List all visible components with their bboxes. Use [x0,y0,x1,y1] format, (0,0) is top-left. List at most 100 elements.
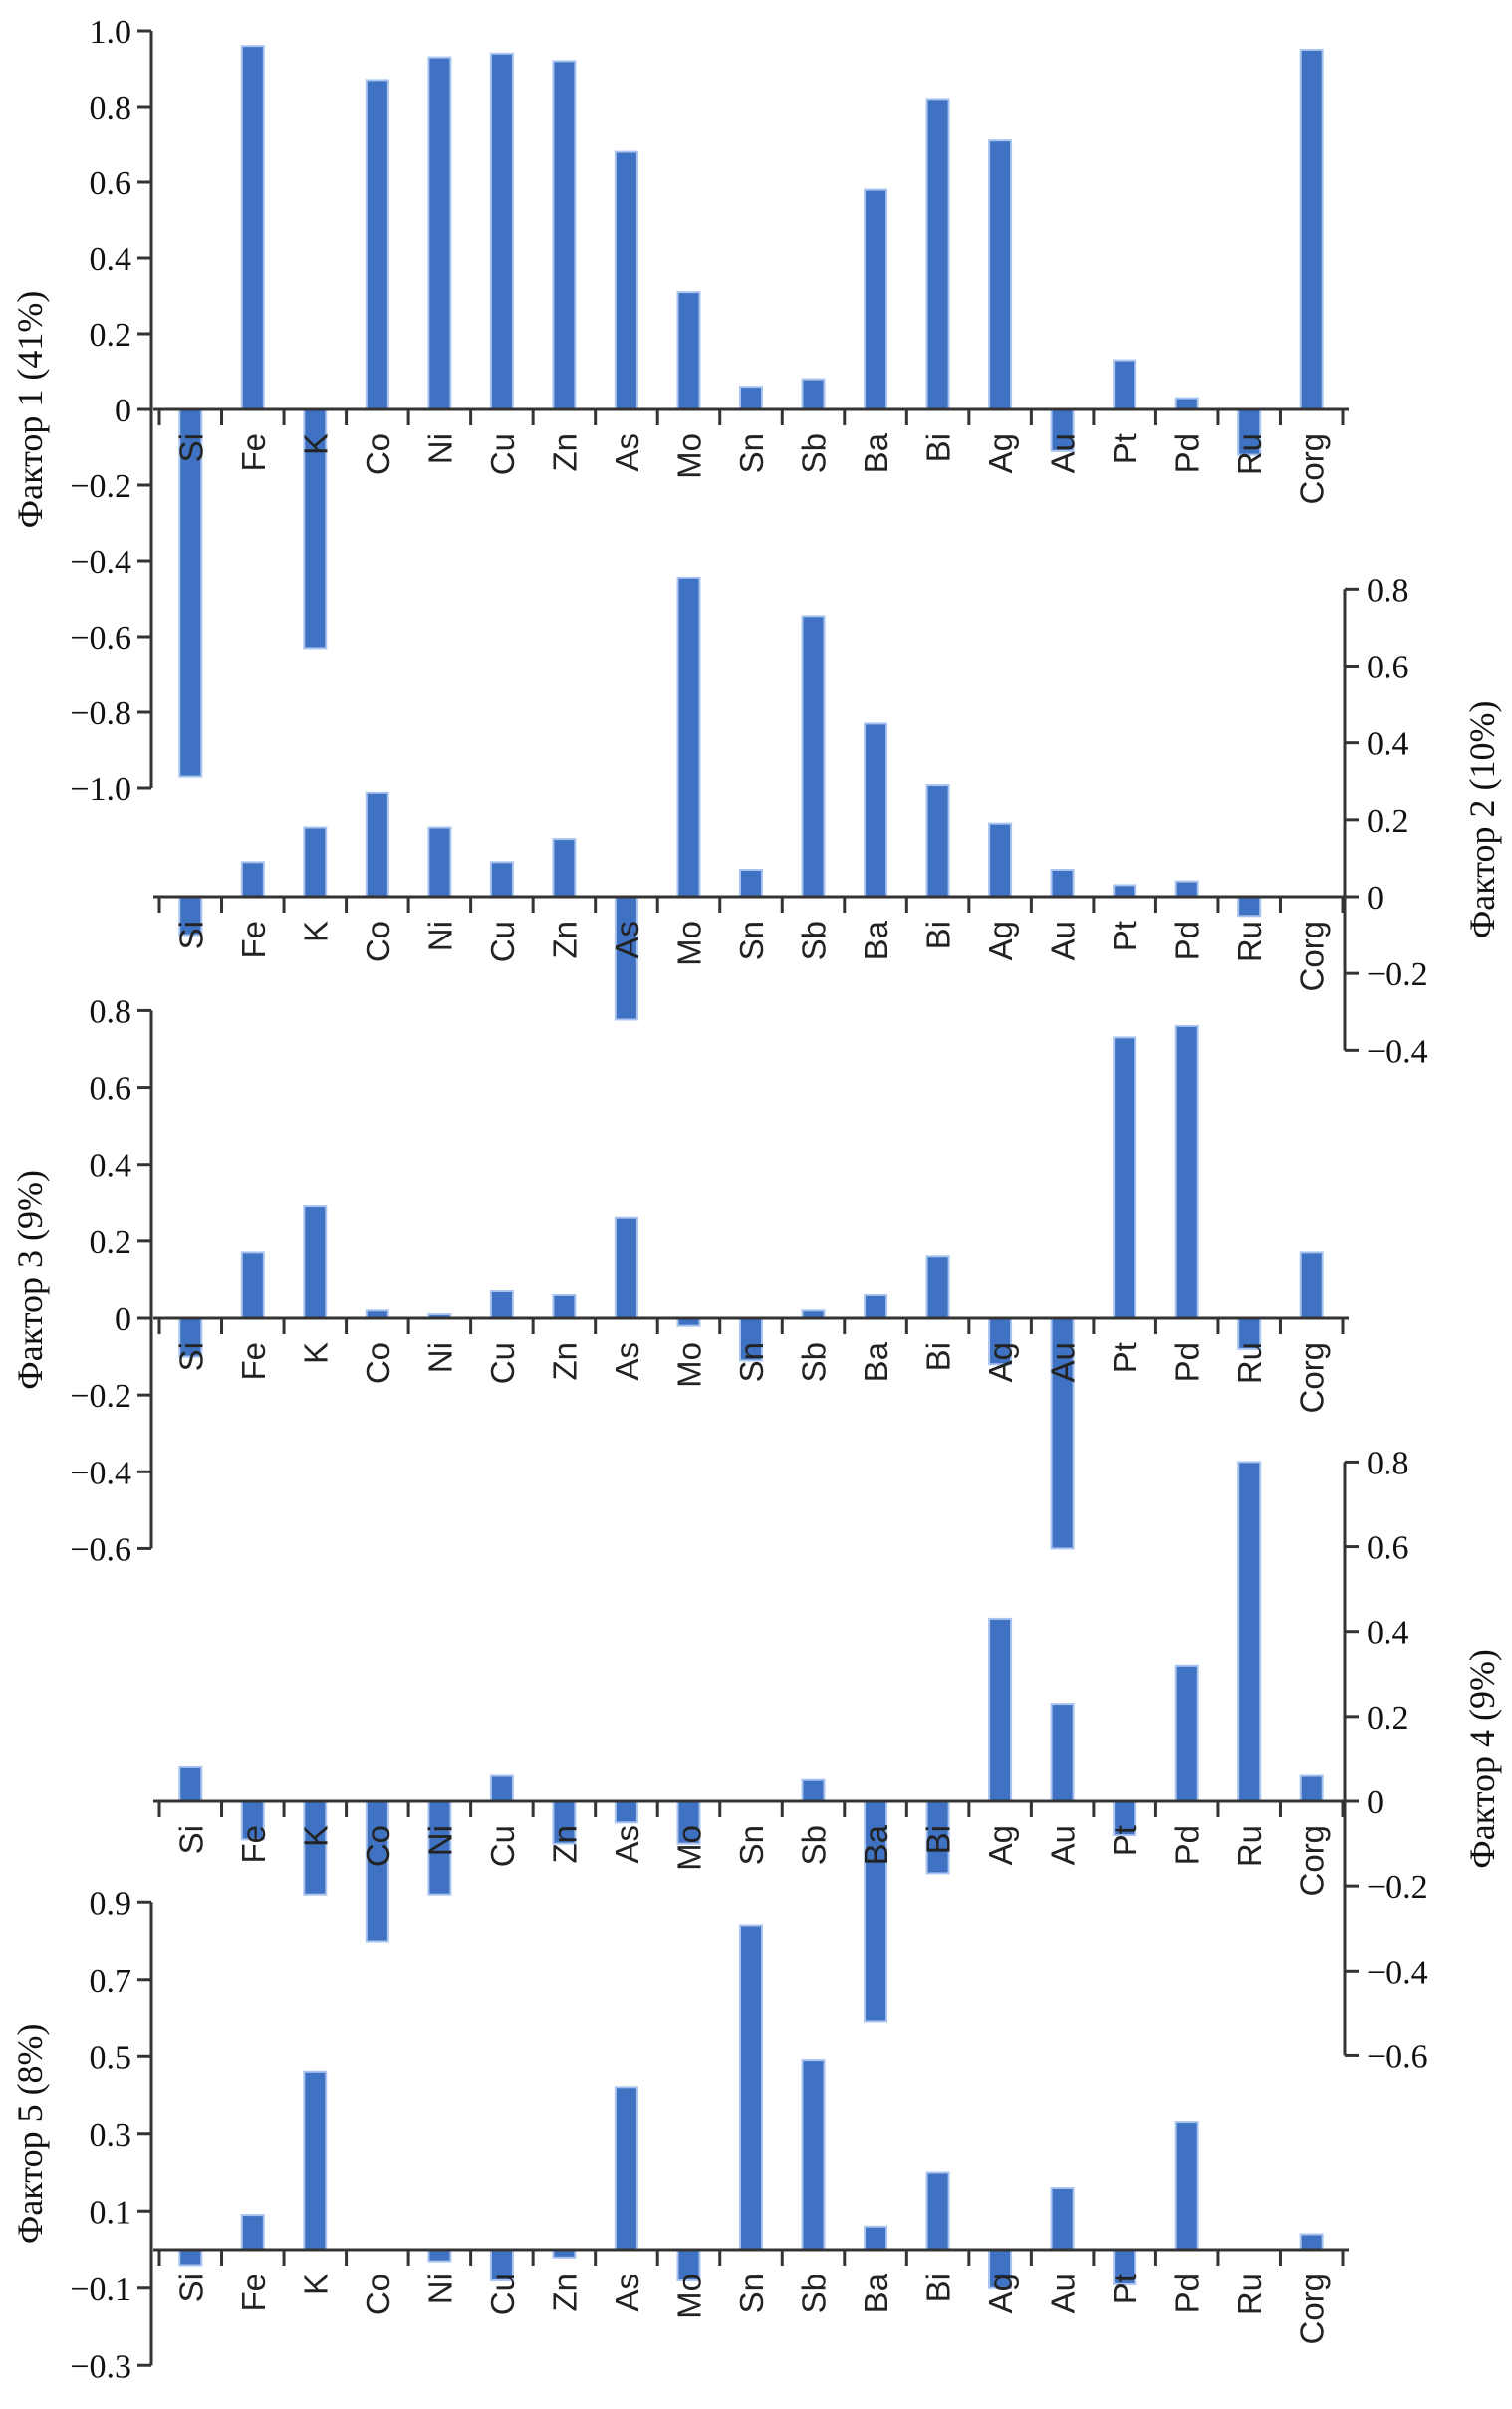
y-axis-title-f1: Фактор 1 (41%) [10,291,50,529]
y-tick-label-f1: 0.2 [90,317,132,354]
bar-f2-bi [925,784,950,898]
y-tick-label-f2: −0.2 [1367,956,1428,993]
category-label-f1-sn: Sn [733,433,770,473]
bar-f1-co [365,79,389,411]
bar-f2-sb [801,615,826,898]
bar-f1-as [614,150,638,410]
bar-f3-k [303,1205,328,1319]
bar-f1-ba [864,188,888,410]
category-label-f2-co: Co [360,921,396,962]
category-label-f4-ba: Ba [858,1824,894,1865]
y-tick-label-f4: 0.6 [1367,1530,1409,1567]
category-label-f1-au: Au [1045,433,1082,473]
category-label-f3-sb: Sb [796,1342,833,1382]
y-tick-label-f3: 0.4 [90,1148,132,1185]
bar-f4-corg [1299,1774,1324,1802]
category-label-f4-si: Si [172,1825,209,1854]
category-label-f4-bi: Bi [920,1825,957,1854]
category-label-f4-sb: Sb [796,1825,833,1865]
y-tick-label-f5: 0.3 [90,2117,132,2154]
category-label-f5-si: Si [172,2274,209,2302]
category-label-f4-corg: Corg [1294,1825,1331,1897]
category-label-f4-pt: Pt [1107,1825,1143,1856]
category-label-f1-ru: Ru [1231,433,1268,475]
category-label-f5-fe: Fe [235,2274,272,2312]
y-tick-label-f3: −0.2 [70,1378,131,1415]
bar-f4-ag [988,1617,1013,1803]
category-label-f5-corg: Corg [1294,2274,1331,2345]
y-axis-title-f3: Фактор 3 (9%) [10,1170,50,1390]
category-label-f3-as: As [609,1342,645,1381]
category-label-f4-ru: Ru [1231,1825,1268,1867]
bar-f5-ni [427,2249,452,2263]
category-label-f1-cu: Cu [484,433,521,475]
category-label-f5-ag: Ag [982,2274,1019,2313]
bar-f5-ba [864,2225,888,2252]
bar-f5-bi [925,2171,950,2251]
category-label-f2-k: K [297,921,334,942]
bar-f2-cu [489,861,514,898]
category-label-f1-corg: Corg [1294,433,1331,505]
y-axis-title-f5: Фактор 5 (8%) [10,2023,50,2244]
bar-f1-si [178,408,203,778]
category-label-f4-ni: Ni [421,1825,458,1856]
y-tick-label-f5: 0.5 [90,2039,132,2076]
category-label-f4-co: Co [360,1825,396,1867]
category-label-f2-si: Si [172,921,209,949]
bar-f2-ba [864,722,888,899]
y-tick-label-f1: 0.6 [90,165,132,202]
category-label-f3-corg: Corg [1294,1342,1331,1414]
category-label-f1-k: K [297,433,334,455]
y-tick-label-f3: −0.4 [70,1455,131,1491]
category-label-f2-cu: Cu [484,921,521,962]
category-label-f5-cu: Cu [484,2274,521,2315]
category-label-f2-fe: Fe [235,921,272,959]
category-label-f1-pd: Pd [1169,433,1206,473]
category-label-f5-k: K [297,2274,334,2295]
bar-f2-ru [1237,896,1262,918]
category-label-f2-mo: Mo [671,921,708,966]
category-label-f5-sb: Sb [796,2274,833,2313]
category-label-f4-ag: Ag [982,1825,1019,1865]
bar-f1-cu [489,52,514,411]
y-tick-label-f2: 0.2 [1367,803,1409,840]
y-tick-label-f1: −0.4 [70,544,131,581]
bar-f5-corg [1299,2233,1324,2251]
bar-f3-ba [864,1293,888,1320]
bar-f1-ag [988,139,1013,410]
category-label-f3-sn: Sn [733,1342,770,1382]
y-tick-label-f3: 0.8 [90,993,132,1030]
category-label-f3-pd: Pd [1169,1342,1206,1382]
bar-f3-pt [1113,1036,1137,1320]
category-label-f5-sn: Sn [733,2274,770,2313]
y-tick-label-f3: 0 [115,1301,131,1338]
y-tick-label-f2: 0.6 [1367,650,1409,686]
category-label-f3-au: Au [1045,1342,1082,1382]
bar-f5-fe [240,2214,265,2252]
bar-f1-mo [676,291,701,411]
category-label-f5-co: Co [360,2274,396,2315]
category-label-f4-au: Au [1045,1825,1082,1865]
y-tick-label-f1: −0.8 [70,695,131,732]
bar-f1-bi [925,98,950,411]
bar-f3-bi [925,1255,950,1320]
y-tick-label-f4: −0.2 [1367,1869,1428,1906]
category-label-f5-ba: Ba [858,2273,894,2313]
category-label-f5-pt: Pt [1107,2274,1143,2304]
category-label-f2-bi: Bi [920,921,957,949]
y-tick-label-f5: 0.9 [90,1885,132,1922]
bar-f2-au [1050,869,1075,898]
y-tick-label-f3: −0.6 [70,1531,131,1568]
bar-f2-co [365,791,389,898]
bar-f4-ru [1237,1461,1262,1803]
category-label-f4-pd: Pd [1169,1825,1206,1865]
category-label-f3-zn: Zn [546,1342,583,1381]
category-label-f2-ag: Ag [982,921,1019,960]
category-label-f3-ba: Ba [858,1341,894,1382]
category-label-f3-bi: Bi [920,1342,957,1371]
bar-f1-zn [552,60,577,411]
y-tick-label-f4: 0.2 [1367,1700,1409,1737]
bar-f5-as [614,2086,638,2252]
bar-f3-pd [1174,1024,1199,1320]
